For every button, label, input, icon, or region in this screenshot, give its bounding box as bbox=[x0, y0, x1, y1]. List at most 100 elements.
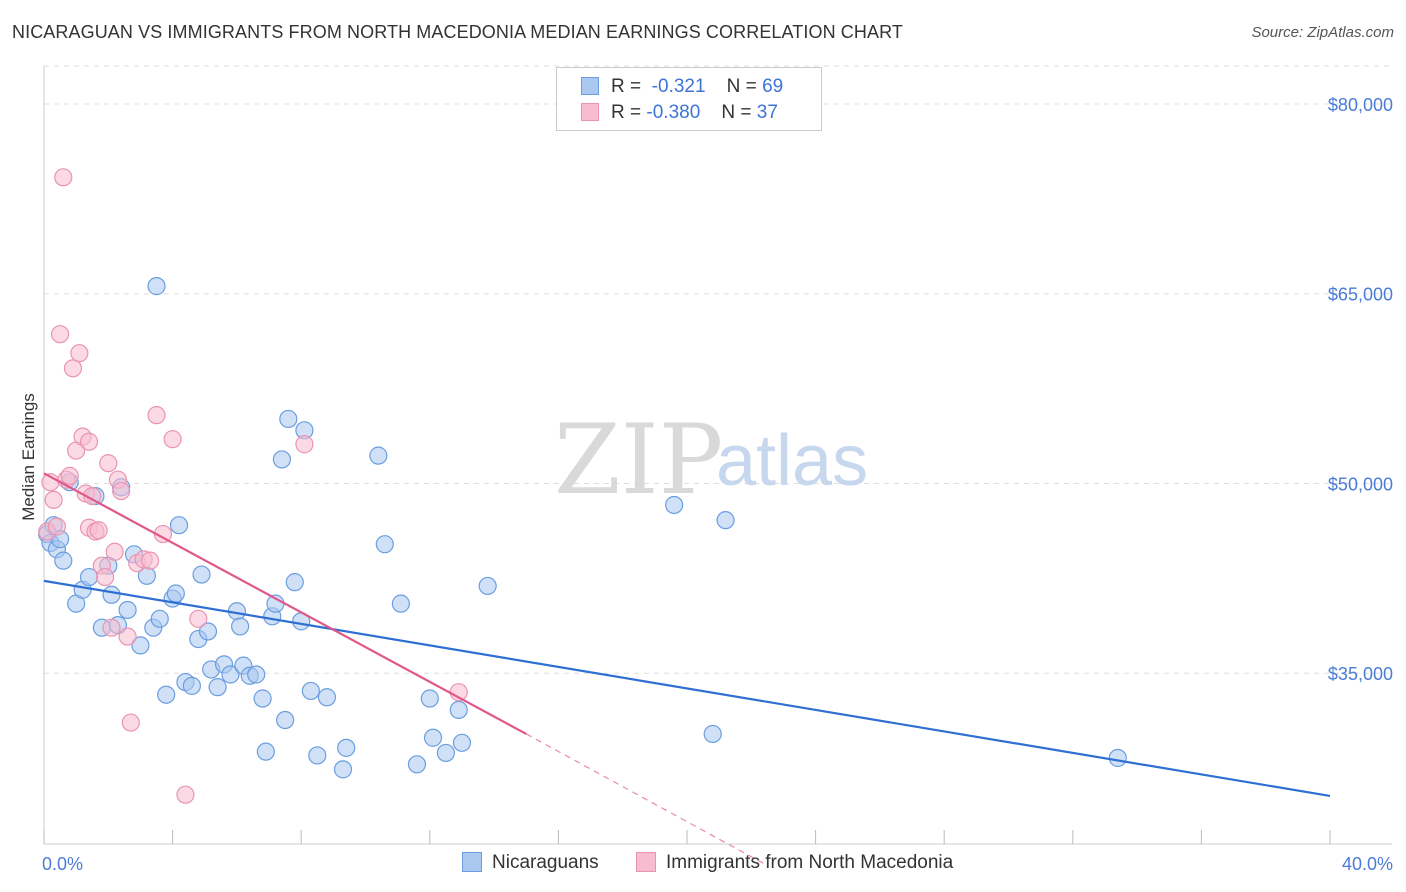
nicaraguan-point-53 bbox=[317, 688, 337, 707]
nicaraguan-point-37 bbox=[231, 617, 250, 636]
nicaraguan-point-60 bbox=[420, 689, 439, 708]
nicaraguan-point-33 bbox=[208, 678, 227, 697]
nicaraguan-point-68 bbox=[716, 511, 735, 530]
y-tick-label-3: $80,000 bbox=[1328, 95, 1393, 115]
macedonia-point-10 bbox=[70, 344, 89, 363]
macedonia-trend-line bbox=[43, 472, 527, 735]
macedonia-point-5 bbox=[54, 168, 73, 187]
correlation-legend: R = -0.321 N = 69 R = -0.380 N = 37 bbox=[556, 67, 822, 131]
legend-n-label-2: N = bbox=[721, 102, 752, 123]
nicaraguan-point-40 bbox=[247, 665, 266, 684]
y-axis-ticks: $35,000 $50,000 $65,000 $80,000 bbox=[1328, 95, 1393, 684]
macedonia-point-35 bbox=[295, 435, 314, 454]
series-north-macedonia bbox=[38, 168, 468, 804]
macedonia-point-22 bbox=[105, 542, 124, 561]
macedonia-point-19 bbox=[95, 567, 115, 587]
nicaraguan-point-56 bbox=[369, 446, 388, 465]
y-tick-label-2: $65,000 bbox=[1328, 285, 1393, 305]
nicaraguan-point-63 bbox=[449, 700, 468, 720]
nicaraguan-point-65 bbox=[478, 576, 497, 596]
legend-r-value-1: -0.321 bbox=[651, 76, 706, 97]
bottom-legend-nicaraguans: Nicaraguans bbox=[462, 852, 599, 874]
macedonia-point-24 bbox=[112, 481, 131, 501]
nicaraguan-point-52 bbox=[308, 746, 327, 765]
legend-n-label-1: N = bbox=[726, 76, 757, 97]
pink-swatch bbox=[581, 103, 599, 121]
nicaraguan-point-41 bbox=[253, 689, 272, 708]
legend-r-label-1: R = bbox=[611, 76, 642, 97]
nicaraguan-point-30 bbox=[192, 565, 211, 584]
nicaraguan-point-16 bbox=[118, 600, 137, 620]
macedonia-point-25 bbox=[118, 627, 137, 646]
legend-n-value-1: 69 bbox=[762, 76, 784, 97]
legend-row-nicaraguans: R = -0.321 N = 69 bbox=[581, 76, 783, 100]
macedonia-point-21 bbox=[102, 618, 121, 637]
macedonia-point-33 bbox=[176, 785, 195, 804]
nicaraguan-point-57 bbox=[375, 535, 394, 554]
macedonia-point-30 bbox=[147, 406, 166, 425]
macedonia-point-15 bbox=[83, 487, 102, 506]
watermark-zip: ZIP bbox=[554, 404, 723, 516]
x-tick-max: 40.0% bbox=[1342, 854, 1393, 874]
macedonia-trend-extension bbox=[525, 733, 768, 867]
nicaraguan-point-47 bbox=[279, 409, 298, 429]
bottom-legend-label-1: Nicaraguans bbox=[492, 852, 599, 873]
macedonia-point-2 bbox=[44, 490, 63, 510]
x-tick-min: 0.0% bbox=[42, 854, 83, 874]
nicaraguan-point-26 bbox=[169, 516, 189, 535]
nicaraguan-point-35 bbox=[221, 665, 240, 684]
nicaraguan-point-23 bbox=[157, 685, 176, 704]
macedonia-point-4 bbox=[50, 325, 70, 344]
blue-swatch bbox=[581, 77, 599, 95]
macedonia-point-34 bbox=[189, 609, 208, 628]
nicaraguan-point-64 bbox=[452, 733, 472, 752]
nicaraguan-point-22 bbox=[150, 609, 169, 628]
axes bbox=[43, 66, 1392, 845]
nicaraguan-point-61 bbox=[423, 728, 443, 747]
macedonia-point-3 bbox=[47, 517, 66, 536]
y-tick-label-0: $35,000 bbox=[1328, 664, 1393, 684]
nicaraguan-point-42 bbox=[256, 742, 275, 761]
macedonia-point-7 bbox=[60, 466, 79, 485]
macedonia-point-8 bbox=[63, 359, 83, 378]
macedonia-point-29 bbox=[140, 551, 160, 570]
macedonia-point-32 bbox=[163, 430, 182, 449]
bottom-legend-label-2: Immigrants from North Macedonia bbox=[666, 852, 954, 873]
macedonia-point-20 bbox=[99, 454, 118, 473]
bottom-pink-swatch bbox=[636, 852, 656, 872]
nicaraguan-point-66 bbox=[665, 495, 684, 515]
nicaraguan-point-13 bbox=[102, 585, 121, 604]
legend-r-label-2: R = bbox=[611, 102, 642, 123]
nicaraguan-point-54 bbox=[333, 760, 353, 779]
y-axis-label: Median Earnings bbox=[19, 393, 38, 521]
series-nicaraguans bbox=[38, 277, 1127, 779]
source-label: Source: ZipAtlas.com bbox=[1251, 24, 1394, 41]
macedonia-point-13 bbox=[79, 432, 99, 451]
nicaraguan-point-55 bbox=[337, 738, 356, 757]
nicaraguan-point-62 bbox=[436, 743, 455, 763]
bottom-legend-north-macedonia: Immigrants from North Macedonia bbox=[636, 852, 953, 874]
legend-n-value-2: 37 bbox=[756, 102, 778, 123]
nicaraguan-point-21 bbox=[147, 277, 166, 296]
watermark-atlas: atlas bbox=[716, 421, 868, 501]
watermark: ZIP atlas bbox=[554, 404, 868, 516]
macedonia-point-17 bbox=[89, 521, 108, 540]
trend-lines bbox=[43, 472, 1331, 867]
legend-r-value-2: -0.380 bbox=[646, 102, 701, 123]
nicaraguan-point-58 bbox=[391, 594, 410, 613]
nicaraguan-point-45 bbox=[272, 450, 292, 469]
nicaraguan-point-51 bbox=[301, 681, 320, 701]
nicaraguan-point-18 bbox=[131, 636, 150, 655]
nicaraguan-point-67 bbox=[703, 724, 722, 744]
y-tick-label-1: $50,000 bbox=[1328, 474, 1393, 494]
nicaraguan-point-25 bbox=[166, 584, 185, 603]
nicaraguan-trend-line bbox=[43, 579, 1331, 798]
grid bbox=[44, 65, 1392, 674]
bottom-blue-swatch bbox=[462, 852, 482, 872]
nicaraguan-point-28 bbox=[182, 676, 201, 695]
legend-row-north-macedonia: R = -0.380 N = 37 bbox=[581, 102, 778, 126]
nicaraguan-point-5 bbox=[54, 551, 73, 570]
nicaraguan-point-48 bbox=[285, 573, 304, 592]
nicaraguan-point-31 bbox=[198, 622, 218, 641]
